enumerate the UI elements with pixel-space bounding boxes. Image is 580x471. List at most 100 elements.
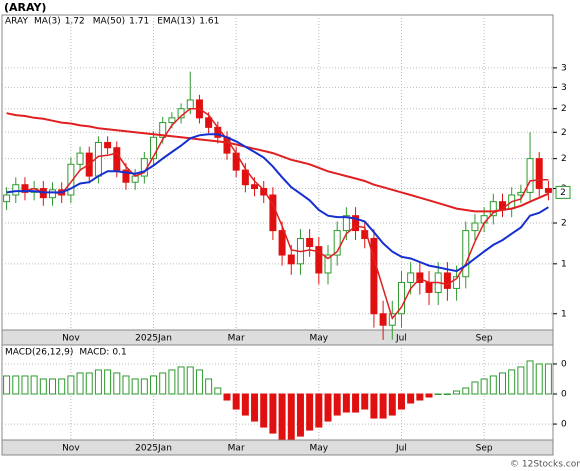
- candle-body: [306, 237, 314, 248]
- y-tick-label: 1: [561, 259, 567, 269]
- macd-bar: [287, 393, 295, 440]
- macd-bar: [296, 393, 304, 437]
- macd-bar: [140, 378, 148, 395]
- y-tick-label: 1: [561, 309, 567, 319]
- x-tick-label: May: [310, 444, 329, 454]
- macd-bar: [21, 375, 29, 395]
- macd-bar: [150, 375, 158, 395]
- y-tick-label: 3: [561, 83, 567, 93]
- x-tick-label: 2025Jan: [135, 334, 172, 344]
- macd-bar: [168, 369, 176, 395]
- y-tick-label: 0: [561, 420, 567, 430]
- candle-body: [425, 281, 433, 293]
- candle-body: [278, 230, 286, 256]
- candle-body: [453, 276, 461, 289]
- y-tick-label: 2: [561, 219, 567, 229]
- macd-bar: [526, 360, 534, 395]
- macd-bar: [278, 393, 286, 440]
- macd-bar: [241, 393, 249, 416]
- x-tick-label: Mar: [228, 444, 245, 454]
- candle-body: [407, 272, 415, 283]
- macd-bar: [113, 372, 121, 395]
- candle-body: [49, 189, 57, 199]
- candle-body: [113, 147, 121, 171]
- macd-bar: [425, 393, 433, 398]
- candle-body: [397, 281, 405, 315]
- macd-bar: [416, 393, 424, 401]
- candle-body: [416, 272, 424, 283]
- x-tick-label: Sep: [476, 334, 493, 344]
- y-tick-label: 0: [561, 390, 567, 400]
- macd-bar: [370, 393, 378, 419]
- macd-bar: [76, 372, 84, 395]
- candle-body: [471, 222, 479, 232]
- macd-bar: [342, 393, 350, 413]
- line: [24, 107, 549, 320]
- macd-bar: [306, 393, 314, 431]
- last-price-box: [555, 185, 571, 199]
- candle-body: [186, 99, 194, 110]
- line: [6, 133, 549, 273]
- candle-body: [379, 313, 387, 326]
- candle-body: [241, 169, 249, 186]
- macd-bar: [177, 366, 185, 395]
- x-tick-label: Nov: [62, 444, 80, 454]
- chart-title: (ARAY): [4, 1, 46, 14]
- legend-name: MA(3): [34, 17, 61, 27]
- macd-bar: [480, 378, 488, 395]
- candle-body: [122, 169, 130, 183]
- y-tick-label: 0: [561, 359, 567, 369]
- macd-bar: [333, 393, 341, 416]
- macd-bar: [49, 378, 57, 395]
- macd-bar: [186, 366, 194, 395]
- x-tick-label: May: [310, 334, 329, 344]
- y-tick-label: 2: [561, 128, 567, 138]
- candle-body: [260, 188, 268, 196]
- date-strip: [1, 329, 554, 346]
- macd-bar: [462, 387, 470, 395]
- candle-body: [388, 313, 396, 326]
- macd-bar: [94, 369, 102, 395]
- candle-body: [21, 184, 29, 193]
- macd-bar: [453, 390, 461, 395]
- macd-bar: [324, 393, 332, 422]
- macd-bar: [517, 366, 525, 395]
- macd-bar: [214, 387, 222, 395]
- candle-body: [333, 230, 341, 256]
- candle-body: [535, 158, 543, 190]
- macd-bar: [195, 369, 203, 395]
- macd-bar: [379, 393, 387, 419]
- x-tick-label: Jul: [395, 334, 407, 344]
- candle-body: [526, 158, 534, 193]
- macd-bar: [232, 393, 240, 410]
- y-tick-label: 2: [561, 104, 567, 114]
- candle-body: [287, 254, 295, 265]
- candle-body: [12, 184, 20, 196]
- x-tick-label: Mar: [228, 334, 245, 344]
- candle-body: [352, 215, 360, 232]
- macd-bar: [315, 393, 323, 428]
- candle-body: [76, 152, 84, 165]
- macd-bar: [30, 375, 38, 395]
- legend-name: MA(50): [93, 17, 125, 27]
- macd-bar: [269, 393, 277, 434]
- candle-body: [94, 141, 102, 177]
- legend-value: 1.61: [199, 17, 219, 27]
- line: [6, 112, 549, 213]
- legend-value: 1.72: [65, 17, 85, 27]
- macd-bar: [407, 393, 415, 404]
- macd-bar: [443, 393, 451, 396]
- macd-bar: [489, 375, 497, 395]
- y-tick-label: 2: [561, 154, 567, 164]
- macd-bar: [223, 393, 231, 401]
- candle-body: [168, 117, 176, 124]
- macd-bar: [352, 393, 360, 413]
- candle-body: [251, 184, 259, 190]
- x-tick-label: Jul: [395, 444, 407, 454]
- candle-body: [3, 194, 11, 203]
- macd-bar: [388, 393, 396, 416]
- candle-body: [104, 141, 112, 149]
- candle-body: [150, 136, 158, 160]
- macd-bar: [104, 369, 112, 395]
- candle-body: [544, 188, 552, 193]
